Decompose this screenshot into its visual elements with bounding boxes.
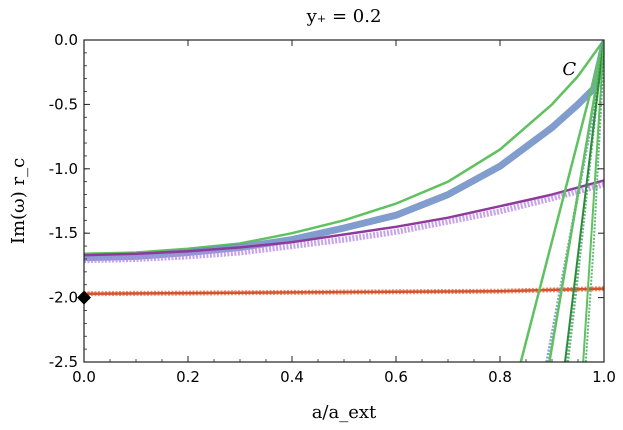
series-line-0	[84, 40, 604, 256]
series-line-10	[564, 40, 604, 362]
series-line-11	[582, 40, 604, 362]
y-tick-label: -0.5	[49, 95, 78, 113]
x-tick-label: 0.4	[280, 368, 304, 386]
diamond-marker	[77, 290, 91, 305]
series-line-2	[84, 179, 604, 257]
series-line-8	[548, 40, 604, 362]
x-axis-ticks: 0.0 0.2 0.4 0.6 0.8 1.0	[72, 40, 616, 386]
series-markers-12	[584, 52, 604, 362]
x-tick-label: 0.2	[176, 368, 200, 386]
annotation-label: C	[562, 59, 576, 80]
y-tick-label: -2.0	[49, 289, 78, 307]
x-tick-label: 0.8	[488, 368, 512, 386]
y-tick-label: 0.0	[54, 31, 78, 49]
series-line-5	[84, 287, 604, 295]
y-tick-label: -1.5	[49, 224, 78, 242]
y-tick-label: -1.0	[49, 160, 78, 178]
y-axis-ticks: 0.0 -0.5 -1.0 -1.5 -2.0 -2.5	[49, 31, 604, 371]
series-markers-7	[545, 52, 604, 362]
series-markers-3	[84, 181, 604, 264]
series-markers-1	[84, 40, 604, 262]
x-tick-label: 0.0	[72, 368, 96, 386]
series-layer	[84, 40, 604, 362]
x-tick-label: 1.0	[592, 368, 616, 386]
x-axis-label: a/a_ext	[312, 402, 377, 423]
annotation-layer: C	[77, 59, 576, 305]
y-tick-label: -2.5	[49, 353, 78, 371]
y-axis-label: Im(ω) r_c	[8, 158, 29, 244]
x-tick-label: 0.6	[384, 368, 408, 386]
chart-title: y₊ = 0.2	[306, 6, 382, 27]
series-line-6	[519, 40, 604, 362]
